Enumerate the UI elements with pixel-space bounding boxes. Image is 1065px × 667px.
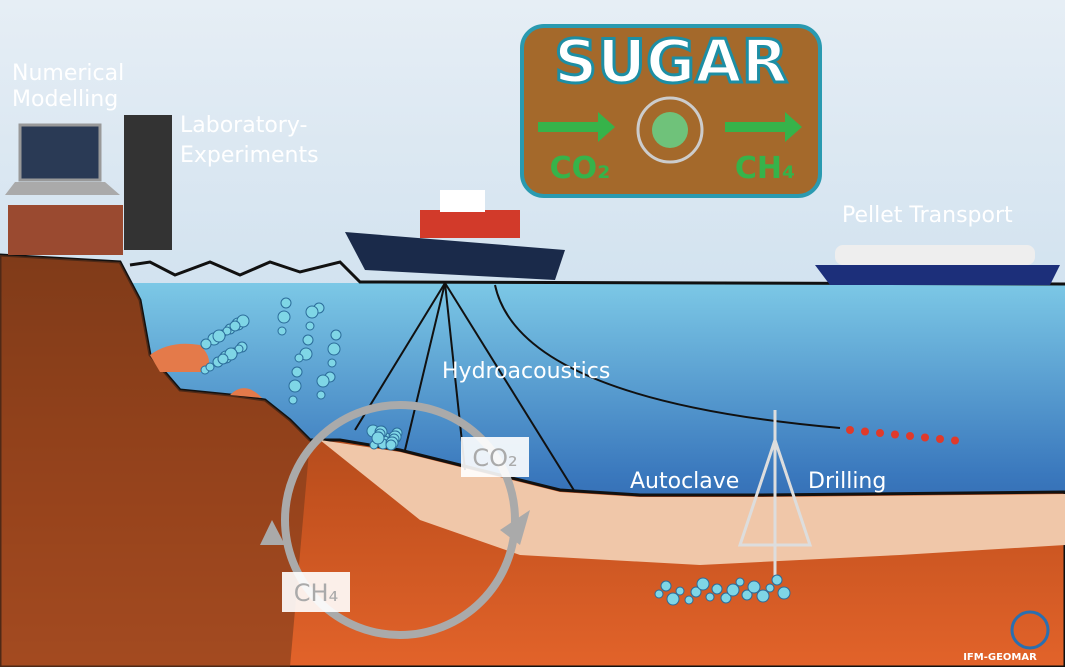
- cycle-label-box: [461, 437, 529, 477]
- bubble: [696, 577, 710, 591]
- sugar-logo: SUGAR CO₂ CH₄: [520, 24, 822, 198]
- bubble: [777, 586, 791, 600]
- bubble: [371, 431, 385, 445]
- bubble: [756, 589, 770, 603]
- hydrate-mound: [150, 343, 209, 372]
- label: Pellet Transport: [842, 203, 1013, 228]
- bubble: [302, 334, 314, 346]
- label: Autoclave: [630, 469, 739, 494]
- bubble: [205, 362, 215, 372]
- bubble: [305, 321, 315, 331]
- bubble: [277, 310, 291, 324]
- sea-surface: [129, 260, 1065, 286]
- bubble: [294, 353, 304, 363]
- bubble: [385, 439, 397, 451]
- logo-box: [520, 24, 822, 198]
- tanker: [815, 245, 1060, 285]
- bubble: [200, 338, 212, 350]
- bubble: [229, 320, 241, 332]
- cycle-label: CH₄: [294, 579, 338, 607]
- laptop-base: [5, 182, 120, 195]
- bubble: [675, 586, 685, 596]
- bubble: [316, 390, 326, 400]
- hydroacoustic-beams: [354, 282, 841, 493]
- drilling-rig: [737, 410, 813, 580]
- ship-superstructure: [420, 210, 520, 238]
- bubble: [906, 432, 914, 440]
- bubble: [327, 342, 341, 356]
- bubble: [747, 580, 761, 594]
- bubble: [726, 583, 740, 597]
- bubble: [720, 592, 732, 604]
- bubble: [876, 429, 884, 437]
- bubble: [654, 589, 664, 599]
- bubble: [305, 305, 319, 319]
- ship-bridge: [440, 190, 485, 212]
- bubble: [765, 583, 775, 593]
- logo-title: SUGAR: [554, 27, 788, 97]
- cycle-arrow: [500, 510, 530, 545]
- bubble: [212, 329, 226, 343]
- bubble: [277, 326, 287, 336]
- institute: IFM-GEOMAR: [963, 652, 1037, 663]
- tanker-hull: [815, 265, 1060, 285]
- bubble: [330, 329, 342, 341]
- bubble: [741, 589, 753, 601]
- towed-cable: [494, 284, 841, 429]
- bubble: [705, 592, 715, 602]
- beam: [444, 282, 576, 493]
- bubble: [771, 574, 783, 586]
- bubble: [288, 395, 298, 405]
- streamer: [846, 426, 959, 445]
- label: Modelling: [12, 87, 118, 112]
- cycle-arrow: [260, 520, 285, 545]
- beam: [404, 282, 446, 451]
- ship-hull: [345, 232, 565, 280]
- logo-molecule: [636, 96, 704, 164]
- bubble: [891, 430, 899, 439]
- label: Hydroacoustics: [442, 359, 610, 384]
- building: [8, 205, 123, 255]
- logo-arrow: [725, 112, 802, 142]
- logo-label: CO₂: [550, 151, 611, 186]
- label: Experiments: [180, 143, 319, 168]
- bubble: [861, 427, 869, 436]
- bubble: [684, 595, 694, 605]
- bubble: [327, 358, 337, 368]
- bubble: [936, 435, 944, 443]
- bubble: [846, 426, 854, 434]
- bubble: [921, 433, 929, 442]
- bubble: [288, 379, 302, 393]
- logo-molecule-core: [652, 112, 688, 148]
- label: Drilling: [808, 469, 886, 494]
- research-ship: [345, 190, 565, 280]
- lab-photo: [124, 115, 172, 250]
- institute-logo: [1010, 610, 1050, 650]
- bubble: [316, 374, 330, 388]
- logo-arrow: [538, 112, 615, 142]
- label: Numerical: [12, 61, 124, 86]
- bubble: [690, 586, 702, 598]
- continental-slope: [0, 255, 310, 667]
- label: Laboratory-: [180, 113, 307, 138]
- hydrate-mound: [230, 388, 262, 398]
- bubble: [291, 366, 303, 378]
- cycle-label-box: [282, 572, 350, 612]
- bubble: [660, 580, 672, 592]
- tanker-tanks: [835, 245, 1035, 265]
- bubble: [951, 436, 959, 445]
- bubble: [711, 583, 723, 595]
- bubble: [280, 297, 292, 309]
- laptop: [18, 123, 102, 182]
- cycle-label: CO₂: [472, 444, 517, 472]
- bubble: [666, 592, 680, 606]
- bubble: [217, 353, 229, 365]
- bubble: [735, 577, 745, 587]
- bubbles: [200, 297, 791, 606]
- logo-label: CH₄: [735, 151, 795, 186]
